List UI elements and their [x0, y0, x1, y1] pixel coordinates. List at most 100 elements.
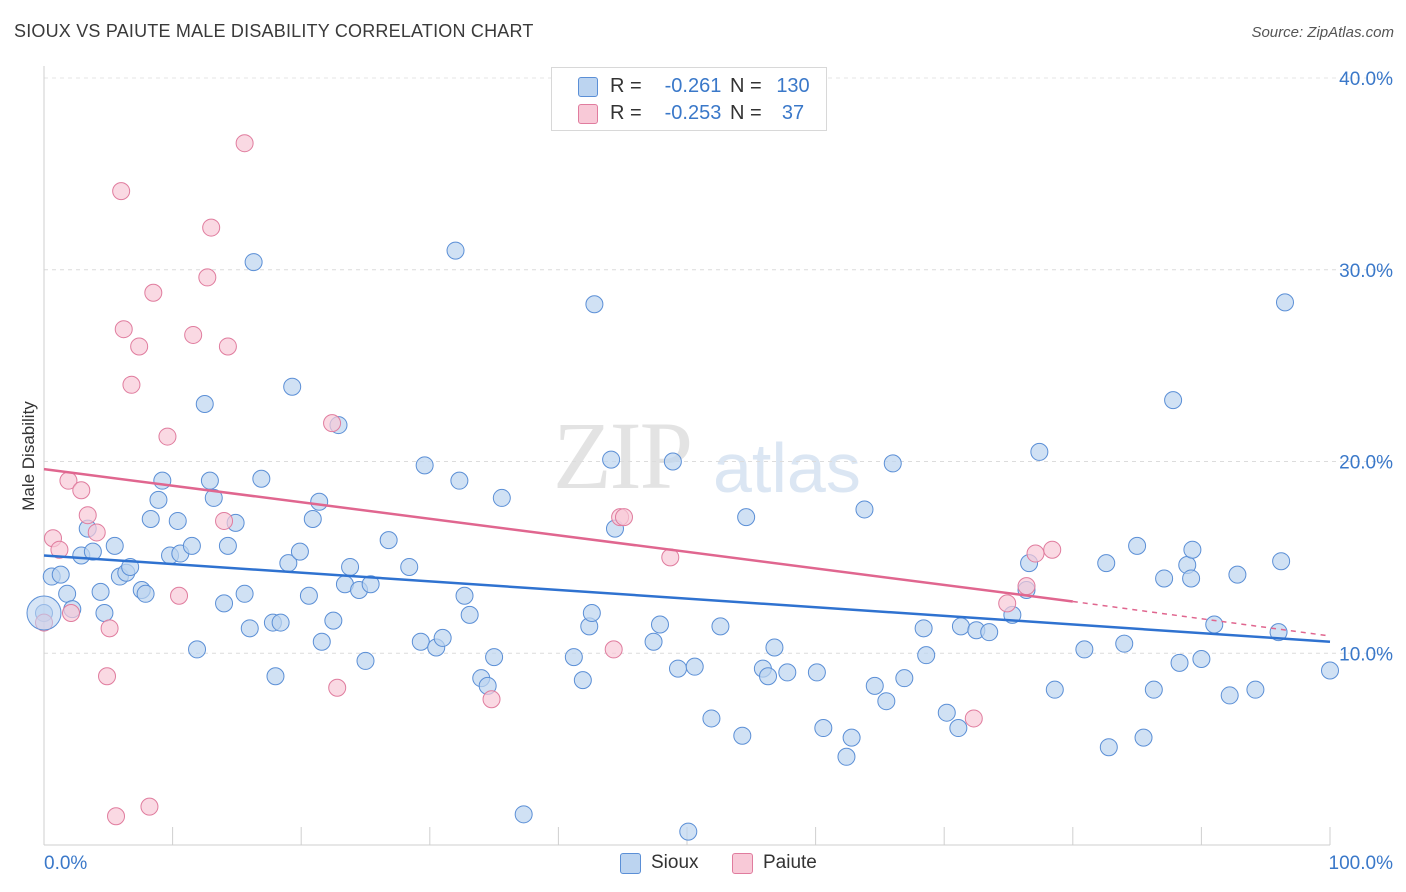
point-sioux [644, 632, 663, 651]
point-sioux [215, 594, 234, 613]
point-sioux [51, 565, 70, 584]
point-paiute [87, 523, 106, 542]
point-sioux [883, 454, 902, 473]
point-sioux [668, 659, 687, 678]
point-paiute [140, 797, 159, 816]
point-sioux [914, 619, 933, 638]
point-sioux [95, 603, 114, 622]
point-sioux [1192, 650, 1211, 669]
point-paiute [62, 603, 81, 622]
point-sioux [290, 542, 309, 561]
point-sioux [195, 394, 214, 413]
trendline-sioux [43, 554, 1331, 643]
point-sioux [1321, 661, 1339, 680]
point-sioux [91, 582, 110, 601]
point-paiute [50, 540, 69, 559]
y-axis-label: Male Disability [19, 401, 38, 511]
point-paiute [614, 508, 633, 527]
point-sioux [218, 536, 237, 555]
bottom-legend-swatch-sioux [620, 853, 641, 874]
source-credit: Source: ZipAtlas.com [1251, 24, 1394, 41]
point-sioux [564, 648, 583, 667]
point-sioux [759, 667, 778, 686]
point-paiute [1017, 577, 1036, 596]
point-sioux [1134, 728, 1153, 747]
point-sioux [433, 628, 452, 647]
correlation-legend: R = -0.261 N = 130 R = -0.253 N = 37 [551, 67, 827, 131]
point-sioux [415, 456, 434, 475]
point-paiute [323, 414, 342, 433]
point-paiute [100, 619, 119, 638]
point-sioux [937, 703, 956, 722]
point-sioux [411, 632, 430, 651]
legend-n-label: N = [730, 75, 762, 97]
point-sioux [663, 452, 682, 471]
point-paiute [158, 427, 177, 446]
point-sioux [1246, 680, 1265, 699]
point-sioux [702, 709, 721, 728]
point-sioux [240, 619, 259, 638]
point-sioux [1075, 640, 1094, 659]
point-sioux [949, 719, 968, 738]
point-paiute [1043, 540, 1062, 559]
trendline-paiute [43, 467, 1073, 603]
trendline-dashed-paiute [1072, 600, 1331, 637]
legend-n-label: N = [730, 102, 762, 124]
point-paiute [122, 375, 141, 394]
point-sioux-large [26, 595, 62, 631]
legend-swatch-paiute [578, 104, 598, 124]
point-sioux [895, 669, 914, 688]
point-paiute [184, 325, 203, 344]
point-sioux [807, 663, 826, 682]
point-sioux [446, 241, 465, 260]
legend-n-value: 37 [781, 102, 805, 124]
point-sioux [917, 646, 936, 665]
point-sioux [455, 586, 474, 605]
point-sioux [1045, 680, 1064, 699]
point-sioux [450, 471, 469, 490]
point-paiute [964, 709, 983, 728]
point-sioux [1097, 554, 1116, 573]
point-sioux [582, 603, 601, 622]
point-sioux [299, 586, 318, 605]
point-paiute [998, 594, 1017, 613]
legend-r-label: R = [610, 75, 642, 97]
point-sioux [814, 719, 833, 738]
point-sioux [485, 648, 504, 667]
watermark-atlas: atlas [713, 429, 861, 507]
point-sioux [1164, 391, 1183, 410]
bottom-legend-swatch-paiute [732, 853, 753, 874]
point-sioux [244, 253, 263, 272]
legend-r-value: -0.261 [664, 75, 722, 97]
legend-swatch-sioux [578, 77, 598, 97]
point-sioux [312, 632, 331, 651]
y-tick-label: 30.0% [1339, 261, 1393, 282]
point-sioux [58, 584, 77, 603]
point-sioux [737, 508, 756, 527]
point-sioux [168, 511, 187, 530]
point-paiute [107, 807, 126, 826]
x-tick-label: 0.0% [44, 853, 87, 874]
y-tick-label: 10.0% [1339, 644, 1393, 665]
point-sioux [855, 500, 874, 519]
point-paiute [202, 218, 221, 237]
bottom-legend-label-sioux: Sioux [651, 852, 699, 873]
point-sioux [356, 651, 375, 670]
point-sioux [980, 623, 999, 642]
point-sioux [650, 615, 669, 634]
point-sioux [188, 640, 207, 659]
point-sioux [153, 471, 172, 490]
point-sioux [1220, 686, 1239, 705]
y-tick-label: 20.0% [1339, 453, 1393, 474]
point-sioux [711, 617, 730, 636]
point-sioux [341, 557, 360, 576]
x-tick-label: 100.0% [1329, 853, 1394, 874]
point-sioux [1272, 552, 1291, 571]
point-paiute [482, 690, 501, 709]
point-sioux [1128, 536, 1147, 555]
point-sioux [204, 488, 223, 507]
point-sioux [1275, 293, 1294, 312]
point-paiute [112, 182, 131, 201]
point-sioux [1170, 653, 1189, 672]
